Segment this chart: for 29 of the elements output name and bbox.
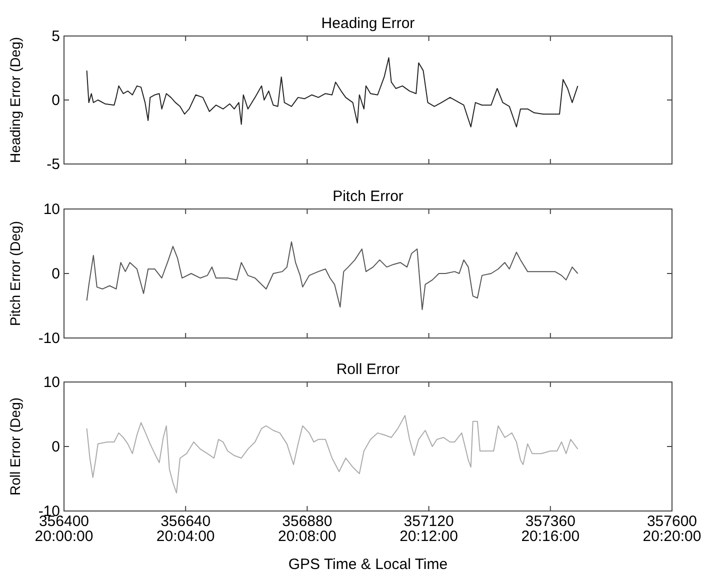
y-tick-label: 0	[52, 92, 60, 109]
y-tick-label: -10	[38, 330, 60, 347]
text: 20:00:00	[34, 528, 94, 545]
line-series	[86, 415, 578, 494]
text: 20:08:00	[278, 528, 336, 545]
x-tick-label: 356640	[160, 513, 211, 530]
line-series	[86, 57, 578, 128]
y-axis-title: Roll Error (Deg)	[7, 397, 23, 496]
line-series	[86, 241, 578, 310]
x-tick-label: 356880	[282, 513, 332, 530]
y-tick-label: 0	[52, 266, 60, 282]
text: 20:16:00	[521, 528, 580, 545]
y-tick-label: 10	[43, 374, 60, 391]
x-tick-label: 357600	[646, 513, 698, 530]
y-tick-label: 0	[52, 438, 60, 456]
x-axis-title: GPS Time & Local Time	[288, 556, 448, 573]
y-axis-title: Heading Error (Deg)	[7, 36, 23, 164]
y-axis-title: Pitch Error (Deg)	[7, 220, 23, 326]
chart-title: Roll Error	[336, 361, 400, 378]
x-tick-label: 357360	[525, 513, 576, 530]
chart-title: Heading Error	[321, 15, 415, 32]
text: 20:04:00	[156, 528, 215, 545]
text: 20:12:00	[400, 528, 458, 545]
chart-title: Pitch Error	[332, 188, 404, 205]
y-tick-label: -5	[46, 156, 60, 173]
y-tick-label: 10	[43, 201, 60, 218]
x-tick-label: 357120	[404, 513, 454, 530]
text: 20:20:00	[642, 528, 702, 545]
y-tick-label: 5	[52, 28, 60, 45]
